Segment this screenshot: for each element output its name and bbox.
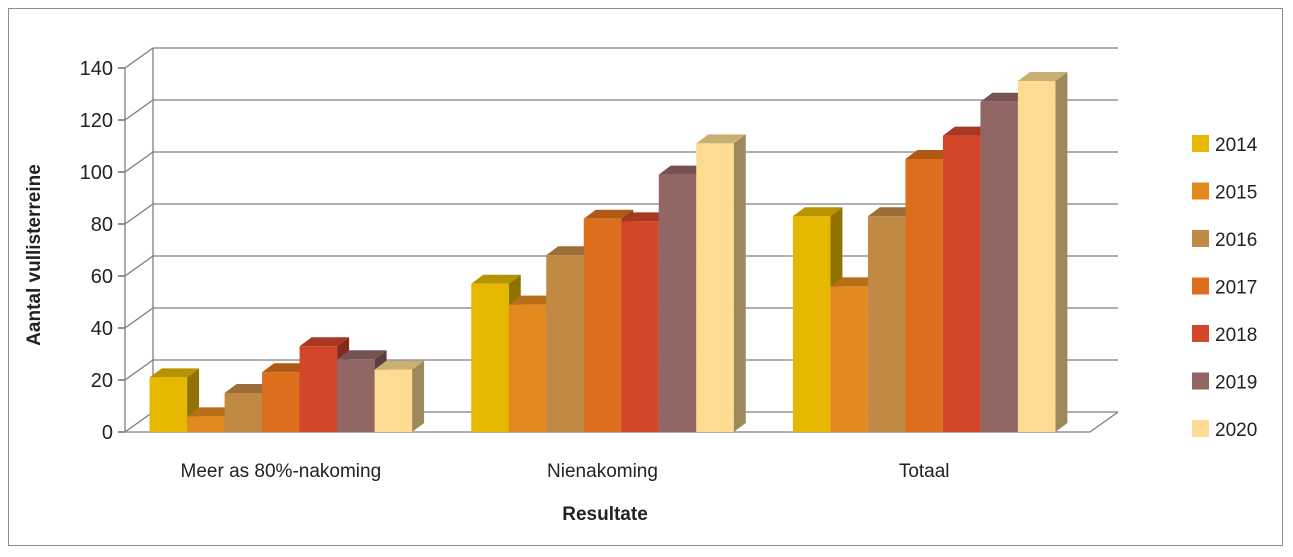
legend-label-2015: 2015: [1215, 183, 1257, 204]
bar-front: [337, 359, 375, 432]
gridline-depth: [124, 203, 154, 225]
gridline-depth: [124, 47, 154, 69]
bar-front: [471, 283, 509, 432]
bar-2020-2: [1017, 72, 1068, 432]
bar-side: [412, 360, 425, 432]
legend-swatch-2020: [1192, 420, 1209, 437]
legend-swatch-2015: [1192, 182, 1209, 200]
bar-front: [224, 393, 263, 432]
y-tick-label: 80: [91, 214, 113, 236]
bar-top: [337, 350, 387, 360]
bar-front: [696, 143, 734, 432]
bar-top: [867, 207, 918, 217]
bar-front: [299, 346, 338, 432]
bar-top: [792, 207, 843, 217]
bar-top: [905, 150, 955, 159]
bar-top: [187, 407, 237, 417]
x-category-label: Meer as 80%-nakoming: [181, 461, 382, 482]
gridline-depth: [124, 359, 154, 381]
legend: 2014 2015 2016 2017 2018 2019 2020: [1192, 135, 1258, 441]
bar-front: [905, 159, 943, 432]
bar-top: [546, 246, 596, 256]
bar-top: [262, 363, 312, 373]
bars: [149, 72, 1068, 433]
legend-swatch-2016: [1192, 230, 1209, 247]
bar-top: [374, 360, 425, 370]
y-tick-label: 100: [80, 162, 113, 184]
bar-front: [508, 304, 547, 432]
bar-top: [621, 212, 671, 222]
bar-front: [867, 216, 906, 432]
bar-front: [583, 218, 622, 432]
y-tick-label: 120: [80, 110, 113, 132]
legend-label-2016: 2016: [1215, 230, 1257, 251]
x-axis-title: Resultate: [562, 504, 648, 525]
bar-top: [980, 92, 1030, 102]
bar-top: [149, 368, 200, 378]
legend-label-2019: 2019: [1215, 373, 1257, 394]
gridline-depth: [124, 411, 154, 433]
legend-label-2017: 2017: [1215, 278, 1257, 299]
bar-front: [830, 286, 868, 432]
y-tick-label: 20: [91, 370, 113, 392]
gridline-depth: [124, 151, 154, 173]
bar-front: [546, 255, 584, 432]
bar-front: [980, 101, 1018, 433]
legend-label-2018: 2018: [1215, 325, 1257, 346]
y-tick-label: 0: [102, 422, 113, 444]
y-tick-label: 40: [91, 318, 113, 340]
gridline-depth: [124, 307, 154, 329]
gridline-depth: [124, 255, 154, 277]
bar-top: [830, 277, 880, 287]
y-tick-label: 60: [91, 266, 113, 288]
axes: [118, 48, 1119, 433]
bar-top: [696, 134, 746, 144]
bar-2016-0: [224, 384, 275, 432]
labels: 0 20 40 60 80 100 120 140 Meer as 80%-nakoming Ni…: [80, 58, 950, 482]
legend-swatch-2014: [1192, 135, 1209, 152]
legend-label-2014: 2014: [1215, 135, 1258, 156]
bar-side: [733, 134, 746, 432]
floor-edge: [125, 411, 1119, 433]
legend-swatch-2019: [1192, 372, 1209, 390]
bar-2020-0: [374, 360, 425, 432]
x-category-label: Nienakoming: [547, 461, 658, 482]
gridline-depth: [124, 99, 154, 121]
bar-top: [1017, 72, 1068, 81]
bar-top: [299, 337, 350, 347]
bar-front: [792, 216, 831, 432]
bar-top: [508, 295, 559, 305]
bar-top: [942, 126, 993, 136]
bar-front: [621, 221, 659, 432]
bar-front: [149, 377, 188, 432]
bar-2020-1: [696, 134, 746, 432]
bar-front: [658, 174, 697, 432]
legend-swatch-2017: [1192, 277, 1209, 295]
legend-swatch-2018: [1192, 325, 1209, 342]
bar-front: [1017, 81, 1056, 432]
bar-top: [471, 274, 521, 284]
y-axis-title: Aantal vullisterreine: [24, 164, 45, 346]
bar-top: [658, 165, 709, 175]
bar-front: [262, 372, 300, 432]
bar-front: [374, 369, 413, 432]
bar-front: [187, 416, 225, 432]
x-category-label: Totaal: [899, 461, 950, 482]
bar-top: [224, 384, 275, 393]
bar-front: [942, 135, 981, 432]
bar-side: [1055, 72, 1068, 432]
legend-label-2020: 2020: [1215, 420, 1257, 441]
y-tick-label: 140: [80, 58, 113, 80]
bar-top: [583, 209, 634, 219]
